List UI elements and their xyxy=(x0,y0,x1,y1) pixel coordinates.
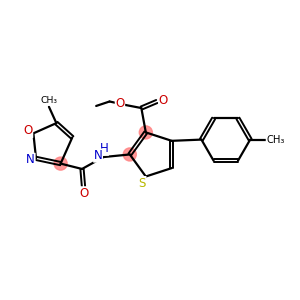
Circle shape xyxy=(54,157,67,170)
Text: CH₃: CH₃ xyxy=(266,135,285,145)
Circle shape xyxy=(123,148,136,161)
Text: O: O xyxy=(23,124,33,137)
Text: O: O xyxy=(159,94,168,106)
Circle shape xyxy=(139,126,152,139)
Text: O: O xyxy=(80,187,89,200)
Text: N: N xyxy=(94,149,102,162)
Text: H: H xyxy=(100,142,108,155)
Text: N: N xyxy=(26,153,35,167)
Text: S: S xyxy=(139,176,146,190)
Text: O: O xyxy=(115,97,124,110)
Text: CH₃: CH₃ xyxy=(40,96,57,105)
